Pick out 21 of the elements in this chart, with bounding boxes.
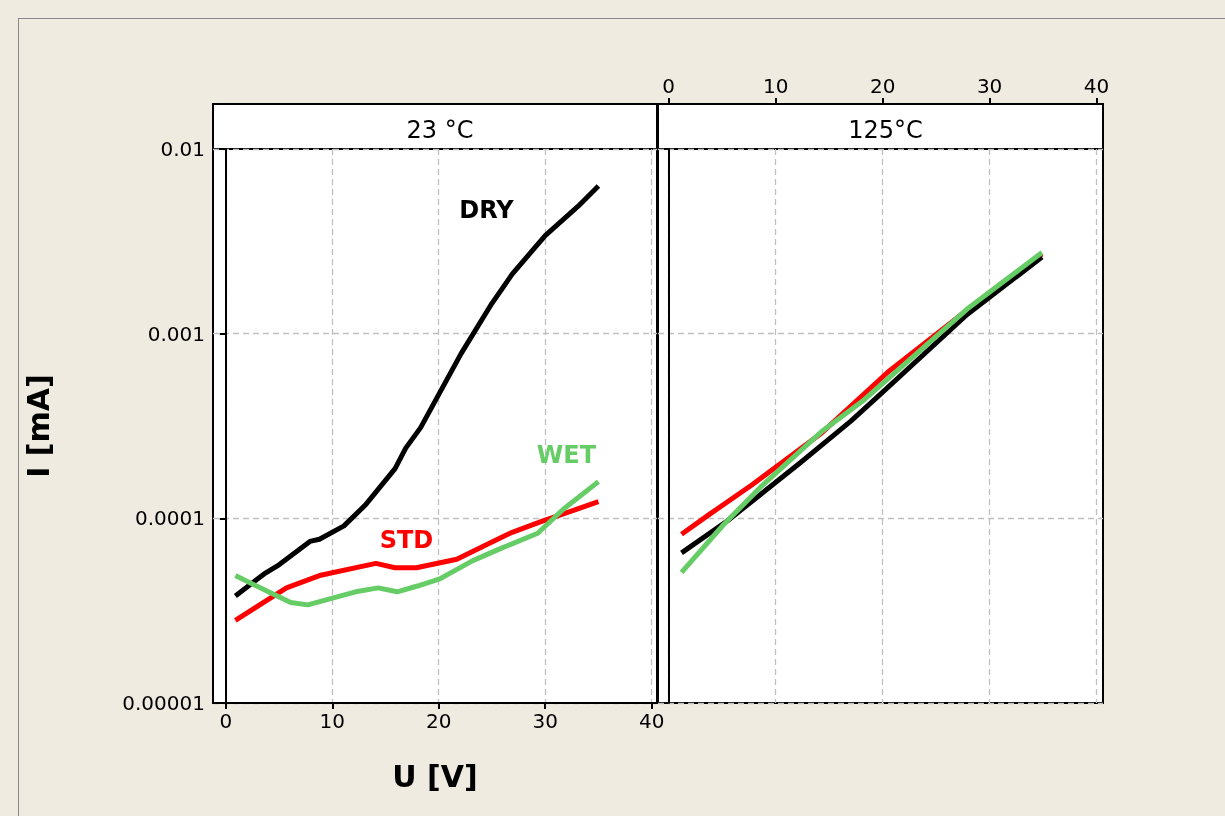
x-tick-label: 30 <box>532 709 558 733</box>
x-tick-label: 0 <box>219 709 233 733</box>
y-tick-label: 0.0001 <box>135 506 205 531</box>
x-tick-label: 40 <box>638 709 665 733</box>
x-axis-title: U [V] <box>392 758 478 794</box>
y-tick-label: 0.001 <box>147 321 205 346</box>
x-tick-label: 30 <box>976 74 1003 98</box>
series-label: STD <box>379 525 434 554</box>
chart-title: 23 °C <box>406 116 474 144</box>
x-tick-label: 10 <box>319 709 345 733</box>
x-tick-label: 20 <box>426 709 452 733</box>
series-label: DRY <box>459 196 515 225</box>
y-tick-label: 0.01 <box>160 137 205 161</box>
x-tick-label: 10 <box>762 74 789 98</box>
x-tick-label: 20 <box>869 74 896 98</box>
chart-title: 125°C <box>848 116 923 144</box>
x-tick-label: 0 <box>662 74 676 98</box>
x-tick-label: 40 <box>1083 74 1110 98</box>
y-tick-label: 0.00001 <box>122 691 205 715</box>
y-axis-title: I [mA] <box>20 374 56 478</box>
series-label: WET <box>536 440 597 469</box>
